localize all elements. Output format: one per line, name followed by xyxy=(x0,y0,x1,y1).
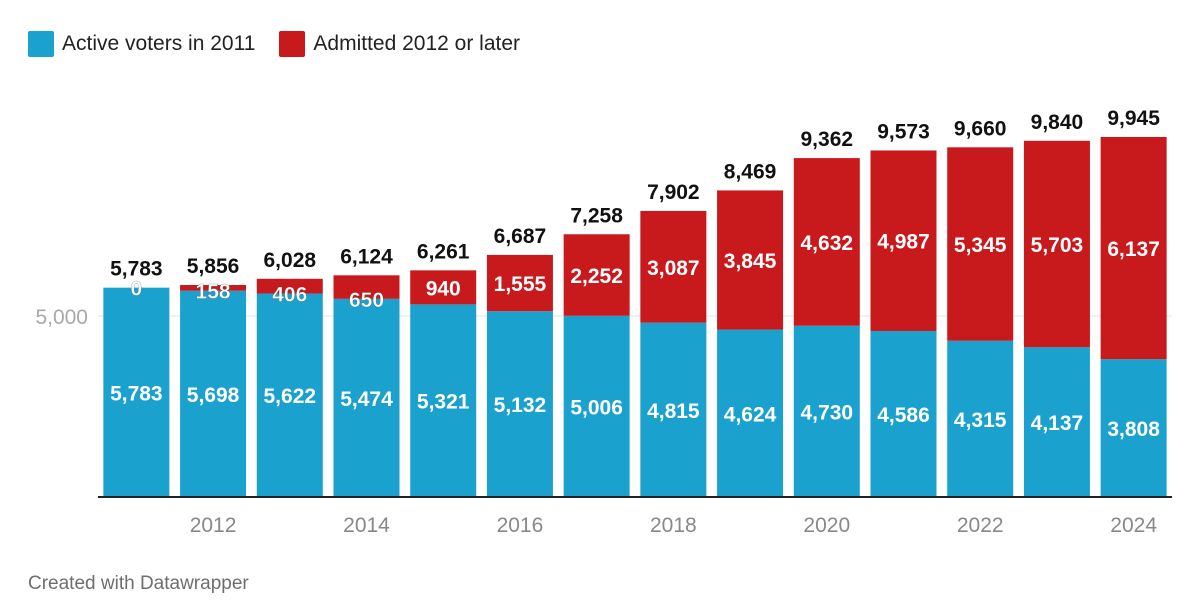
data-label-active: 4,137 xyxy=(1031,412,1084,435)
bar-active xyxy=(563,315,630,497)
x-tick-label: 2016 xyxy=(497,514,544,537)
bar-active xyxy=(103,287,170,497)
data-label-active: 5,474 xyxy=(340,388,393,411)
data-label-admitted: 158 xyxy=(196,281,231,304)
data-label-admitted: 650 xyxy=(349,289,384,312)
bar-active xyxy=(717,329,784,497)
bar-active xyxy=(410,304,477,497)
data-label-admitted: 2,252 xyxy=(570,265,623,288)
data-label-active: 4,815 xyxy=(647,400,700,423)
data-label-admitted: 940 xyxy=(426,277,461,300)
x-tick-label: 2018 xyxy=(650,514,697,537)
data-label-active: 5,698 xyxy=(187,384,240,407)
bar-admitted xyxy=(486,254,553,312)
data-label-admitted: 6,137 xyxy=(1107,238,1160,261)
data-label-admitted: 0 xyxy=(131,278,143,301)
data-label-total: 8,469 xyxy=(724,160,777,183)
legend-label-admitted: Admitted 2012 or later xyxy=(313,32,521,55)
legend-swatch-active xyxy=(28,31,54,57)
bar-active xyxy=(1100,359,1167,497)
bar-admitted xyxy=(1023,140,1090,348)
bar-admitted xyxy=(410,270,477,305)
footer-credit: Created with Datawrapper xyxy=(28,573,249,594)
bar-admitted xyxy=(793,158,860,326)
bar-admitted xyxy=(717,190,784,330)
bar-active xyxy=(870,330,937,497)
legend: Active voters in 2011 Admitted 2012 or l… xyxy=(28,26,544,62)
x-tick-label: 2012 xyxy=(190,514,237,537)
bar-admitted xyxy=(870,150,937,331)
y-tick-label: 5,000 xyxy=(35,306,88,329)
legend-label-active: Active voters in 2011 xyxy=(62,32,256,55)
data-label-admitted: 4,632 xyxy=(801,232,854,255)
bar-admitted xyxy=(947,147,1014,341)
data-label-admitted: 3,087 xyxy=(647,257,700,280)
data-label-total: 7,902 xyxy=(647,181,700,204)
data-label-total: 9,660 xyxy=(954,117,1007,140)
data-label-active: 4,586 xyxy=(877,404,930,427)
data-label-total: 7,258 xyxy=(570,204,623,227)
x-tick-label: 2020 xyxy=(803,514,850,537)
bar-active xyxy=(256,293,323,497)
x-tick-label: 2022 xyxy=(957,514,1004,537)
data-label-total: 9,840 xyxy=(1031,111,1084,134)
data-label-active: 5,006 xyxy=(570,396,623,419)
data-label-admitted: 3,845 xyxy=(724,250,777,273)
data-label-admitted: 5,703 xyxy=(1031,234,1084,257)
bar-admitted xyxy=(256,278,323,294)
data-label-total: 6,028 xyxy=(264,249,317,272)
data-label-admitted: 4,987 xyxy=(877,231,930,254)
data-label-total: 6,261 xyxy=(417,240,470,263)
legend-item-admitted: Admitted 2012 or later xyxy=(279,31,520,57)
data-label-total: 9,945 xyxy=(1107,107,1160,130)
x-tick-label: 2024 xyxy=(1110,514,1157,537)
data-label-active: 5,321 xyxy=(417,391,470,414)
bar-active xyxy=(640,322,707,497)
legend-item-active: Active voters in 2011 xyxy=(28,31,255,57)
data-label-total: 6,687 xyxy=(494,225,547,248)
data-label-active: 4,315 xyxy=(954,409,1007,432)
data-label-total: 9,573 xyxy=(877,120,930,143)
bar-active xyxy=(486,311,553,497)
data-label-total: 5,783 xyxy=(110,258,163,281)
data-label-active: 5,783 xyxy=(110,382,163,405)
data-label-total: 6,124 xyxy=(340,245,393,268)
x-tick-label: 2014 xyxy=(343,514,390,537)
bar-active xyxy=(333,298,400,497)
bar-admitted xyxy=(563,234,630,316)
data-label-active: 5,622 xyxy=(264,385,317,408)
bar-admitted xyxy=(1100,136,1167,360)
data-label-admitted: 1,555 xyxy=(494,273,547,296)
bar-admitted xyxy=(640,210,707,323)
data-label-admitted: 406 xyxy=(272,283,307,306)
data-label-admitted: 5,345 xyxy=(954,234,1007,257)
bar-active xyxy=(793,325,860,497)
data-label-active: 4,730 xyxy=(801,401,854,424)
data-label-active: 3,808 xyxy=(1107,418,1160,441)
data-label-active: 5,132 xyxy=(494,394,547,417)
bar-active xyxy=(180,290,247,497)
data-label-total: 9,362 xyxy=(801,128,854,151)
data-label-total: 5,856 xyxy=(187,255,240,278)
bar-admitted xyxy=(180,285,247,291)
bar-active xyxy=(1023,347,1090,497)
bar-admitted xyxy=(333,275,400,299)
legend-swatch-admitted xyxy=(279,31,306,57)
data-label-active: 4,624 xyxy=(724,403,777,426)
bar-active xyxy=(947,340,1014,497)
